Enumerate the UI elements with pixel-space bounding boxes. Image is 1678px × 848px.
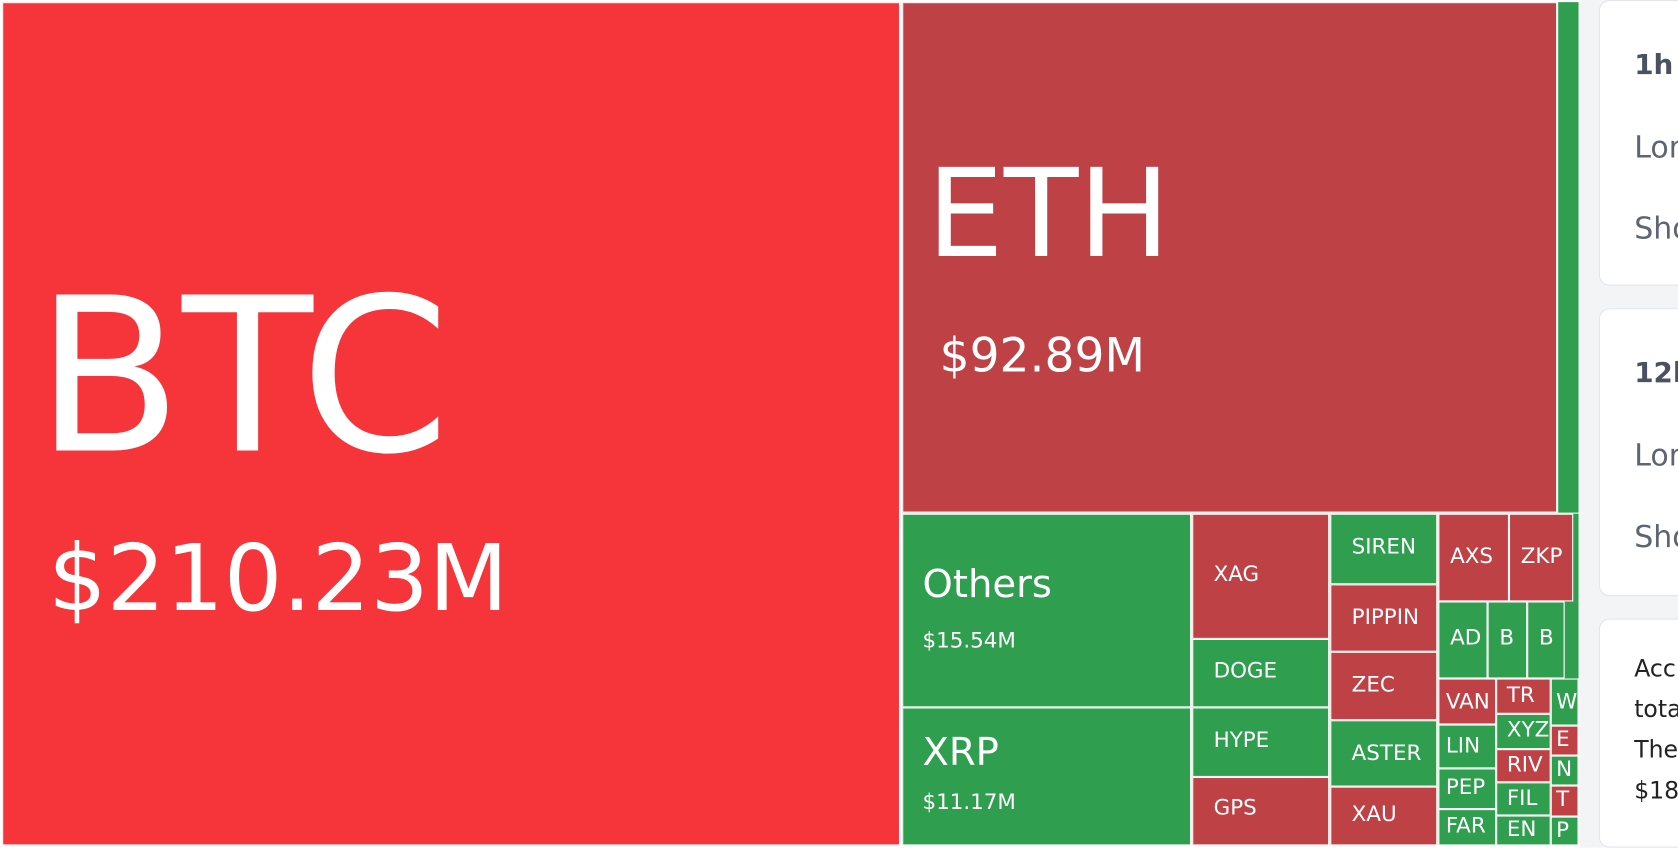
tile[interactable]: B: [1527, 601, 1565, 679]
tile[interactable]: PIPPIN: [1330, 584, 1438, 652]
tile[interactable]: W: [1550, 678, 1579, 726]
tile-label: XYZ: [1506, 715, 1550, 742]
tile[interactable]: N: [1550, 755, 1579, 786]
tile[interactable]: AD: [1438, 601, 1488, 679]
tile-label: PIPPIN: [1351, 603, 1420, 630]
tile-sliver: [1558, 2, 1579, 513]
tile[interactable]: XAG: [1192, 513, 1330, 639]
tile[interactable]: B: [1487, 601, 1528, 679]
tile[interactable]: EN: [1496, 815, 1551, 846]
info-line: Acc: [1634, 656, 1676, 683]
tile-label: T: [1556, 785, 1570, 812]
tile[interactable]: FAR: [1438, 809, 1497, 846]
tile[interactable]: GPS: [1192, 776, 1330, 846]
tile-label: W: [1556, 688, 1578, 714]
tile-sliver: [1573, 513, 1579, 602]
tile-label: XRP: [922, 730, 999, 775]
tile-label: ASTER: [1351, 739, 1422, 766]
tile[interactable]: HYPE: [1192, 707, 1330, 777]
info-line: tota: [1634, 696, 1678, 724]
tile-label: ETH: [926, 142, 1171, 285]
info-line: $18: [1634, 778, 1678, 805]
tile-label: P: [1556, 816, 1569, 843]
tile-label: B: [1538, 623, 1554, 650]
tile[interactable]: VAN: [1438, 678, 1497, 725]
tile-amount: $11.17M: [922, 788, 1016, 815]
tile-label: XAU: [1351, 800, 1397, 827]
tile[interactable]: TR: [1496, 678, 1551, 714]
tile-label: B: [1499, 623, 1515, 650]
tile-label: FIL: [1506, 784, 1538, 811]
tile-label: RIV: [1506, 751, 1543, 777]
stats-card: 12h Lon Sho: [1598, 308, 1678, 597]
card-line: Lon: [1634, 437, 1678, 474]
tile-label: GPS: [1213, 794, 1257, 820]
tile-label: ZKP: [1520, 542, 1563, 569]
tile-label: TR: [1506, 681, 1535, 708]
tile[interactable]: E: [1550, 725, 1579, 756]
tile-sliver: [1564, 601, 1579, 679]
card-line: Lon: [1634, 129, 1678, 165]
tile-label: Others: [922, 562, 1052, 607]
tile[interactable]: ZEC: [1330, 651, 1438, 721]
tile-label: E: [1556, 725, 1570, 752]
tile-label: BTC: [35, 252, 450, 502]
tile-label: VAN: [1445, 688, 1490, 714]
tile-label: ZEC: [1351, 671, 1395, 697]
tile-label: LIN: [1445, 732, 1481, 758]
side-panel: 1h Lon Sho 12h Lon Sho Acc tota The $18: [1579, 0, 1678, 848]
tile-label: EN: [1506, 815, 1537, 842]
tile-label: FAR: [1445, 812, 1486, 838]
tile[interactable]: XRP $11.17M: [902, 707, 1192, 846]
tile[interactable]: XYZ: [1496, 713, 1551, 750]
card-line: Sho: [1634, 210, 1678, 247]
tile-amount: $92.89M: [939, 328, 1146, 384]
tile-label: HYPE: [1213, 726, 1270, 753]
tile[interactable]: ETH $92.89M: [902, 2, 1558, 513]
tile-label: N: [1556, 755, 1573, 782]
info-line: The: [1634, 737, 1678, 765]
tile[interactable]: ZKP: [1508, 513, 1574, 602]
tile-label: AD: [1450, 623, 1482, 650]
tile[interactable]: T: [1550, 785, 1579, 817]
card-title: 1h: [1634, 49, 1674, 82]
tile[interactable]: SIREN: [1330, 513, 1438, 585]
tile-label: AXS: [1450, 542, 1494, 569]
tile[interactable]: AXS: [1438, 513, 1509, 602]
stats-card: 1h Lon Sho: [1598, 0, 1678, 286]
tile[interactable]: ASTER: [1330, 720, 1438, 787]
tile[interactable]: XAU: [1330, 786, 1438, 846]
tile[interactable]: DOGE: [1192, 638, 1330, 708]
tile-label: PEP: [1445, 773, 1486, 800]
tile[interactable]: RIV: [1496, 749, 1551, 783]
card-line: Sho: [1634, 519, 1678, 555]
tile[interactable]: FIL: [1496, 782, 1551, 816]
tile-amount: $210.23M: [48, 525, 509, 633]
tile-amount: $15.54M: [922, 627, 1016, 653]
tile[interactable]: P: [1550, 816, 1579, 846]
card-title: 12h: [1634, 357, 1678, 390]
tile-label: DOGE: [1213, 657, 1278, 683]
tile[interactable]: PEP: [1438, 768, 1497, 810]
tile[interactable]: LIN: [1438, 724, 1497, 769]
tile[interactable]: BTC $210.23M: [2, 2, 901, 846]
tile[interactable]: Others $15.54M: [902, 513, 1192, 708]
info-card: Acc tota The $18: [1598, 618, 1678, 848]
tile-label: XAG: [1213, 560, 1260, 587]
tile-label: SIREN: [1351, 532, 1416, 559]
